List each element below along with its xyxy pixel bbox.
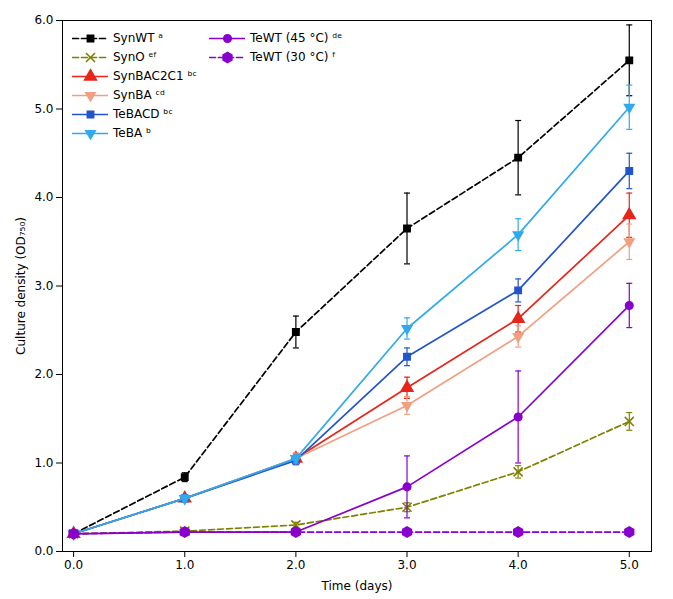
html-text:SynBA ᶜᵈ: SynBA ᶜᵈ [113, 88, 165, 102]
svg-text:4.0: 4.0 [509, 558, 528, 572]
svg-text:1.0: 1.0 [34, 456, 53, 470]
svg-text:2.0: 2.0 [34, 367, 53, 381]
html-text:SynWT ᵃ: SynWT ᵃ [113, 31, 163, 45]
svg-text:5.0: 5.0 [34, 102, 53, 116]
html-text:TeBACD ᵇᶜ: TeBACD ᵇᶜ [113, 107, 173, 121]
svg-text:Culture density (OD₇₅₀): Culture density (OD₇₅₀) [14, 217, 28, 355]
svg-text:3.0: 3.0 [34, 279, 53, 293]
svg-text:0.0: 0.0 [64, 558, 83, 572]
svg-text:0.0: 0.0 [34, 544, 53, 558]
svg-text:1.0: 1.0 [175, 558, 194, 572]
html-text:SynBAC2C1 ᵇᶜ: SynBAC2C1 ᵇᶜ [113, 69, 197, 83]
svg-text:4.0: 4.0 [34, 190, 53, 204]
svg-text:Time (days): Time (days) [321, 579, 393, 593]
svg-text:6.0: 6.0 [34, 13, 53, 27]
html-text:TeWT (30 °C) ᶠ: TeWT (30 °C) ᶠ [250, 50, 336, 64]
svg-text:5.0: 5.0 [620, 558, 639, 572]
svg-text:3.0: 3.0 [397, 558, 416, 572]
svg-text:2.0: 2.0 [286, 558, 305, 572]
html-text:TeBA ᵇ: TeBA ᵇ [113, 126, 152, 140]
html-text:TeWT (45 °C) ᵈᵉ: TeWT (45 °C) ᵈᵉ [250, 31, 343, 45]
html-text:SynO ᵉᶠ: SynO ᵉᶠ [113, 50, 158, 64]
